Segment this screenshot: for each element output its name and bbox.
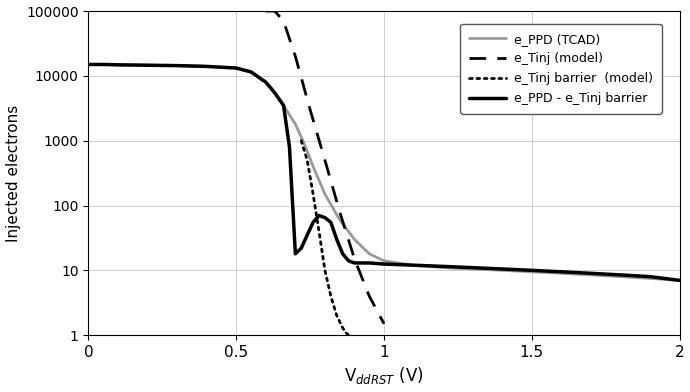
e_PPD (TCAD) — [646, 276, 654, 281]
Y-axis label: Injected electrons: Injected electrons — [6, 105, 21, 242]
e_PPD (TCAD) — [291, 122, 299, 127]
e_PPD (TCAD) — [351, 237, 359, 242]
e_PPD (TCAD) — [84, 62, 92, 67]
e_PPD (TCAD) — [114, 62, 122, 67]
e_Tinj (model) — [291, 54, 299, 59]
e_PPD - e_Tinj barrier — [309, 220, 317, 225]
e_Tinj barrier  (model) — [333, 313, 341, 318]
Line: e_Tinj (model): e_Tinj (model) — [266, 11, 384, 324]
e_PPD - e_Tinj barrier — [203, 64, 211, 69]
e_PPD - e_Tinj barrier — [528, 268, 536, 273]
X-axis label: V$_{ddRST}$ (V): V$_{ddRST}$ (V) — [344, 365, 424, 387]
e_PPD - e_Tinj barrier — [646, 274, 654, 279]
e_PPD - e_Tinj barrier — [297, 246, 306, 250]
e_PPD (TCAD) — [262, 80, 270, 85]
e_Tinj barrier  (model) — [342, 330, 350, 335]
e_Tinj (model) — [270, 9, 279, 13]
e_PPD - e_Tinj barrier — [99, 62, 108, 67]
e_PPD (TCAD) — [676, 278, 684, 283]
e_PPD - e_Tinj barrier — [173, 63, 181, 68]
e_Tinj barrier  (model) — [309, 192, 317, 196]
e_Tinj (model) — [279, 19, 288, 24]
e_Tinj (model) — [306, 107, 314, 112]
e_PPD (TCAD) — [616, 274, 624, 279]
e_PPD - e_Tinj barrier — [326, 220, 335, 225]
Legend: e_PPD (TCAD), e_Tinj (model), e_Tinj barrier  (model), e_PPD - e_Tinj barrier: e_PPD (TCAD), e_Tinj (model), e_Tinj bar… — [460, 24, 662, 114]
e_Tinj (model) — [321, 158, 329, 163]
e_PPD (TCAD) — [321, 192, 329, 196]
e_PPD - e_Tinj barrier — [315, 213, 323, 218]
e_PPD - e_Tinj barrier — [303, 233, 311, 238]
e_PPD - e_Tinj barrier — [469, 265, 477, 270]
e_PPD (TCAD) — [469, 267, 477, 271]
e_PPD (TCAD) — [300, 141, 308, 146]
e_Tinj (model) — [335, 209, 344, 214]
e_PPD (TCAD) — [558, 271, 566, 276]
e_Tinj (model) — [262, 9, 270, 13]
e_PPD (TCAD) — [247, 70, 255, 74]
e_Tinj barrier  (model) — [344, 333, 353, 338]
e_PPD - e_Tinj barrier — [321, 215, 329, 220]
e_PPD (TCAD) — [270, 91, 279, 95]
e_PPD - e_Tinj barrier — [344, 258, 353, 263]
e_PPD - e_Tinj barrier — [144, 63, 152, 67]
e_PPD (TCAD) — [439, 265, 447, 270]
e_PPD (TCAD) — [528, 269, 536, 274]
e_PPD - e_Tinj barrier — [616, 272, 624, 277]
e_PPD - e_Tinj barrier — [262, 80, 270, 85]
e_PPD (TCAD) — [232, 66, 240, 71]
e_PPD - e_Tinj barrier — [339, 251, 347, 256]
e_PPD - e_Tinj barrier — [351, 261, 359, 265]
e_PPD - e_Tinj barrier — [247, 70, 255, 74]
e_Tinj (model) — [365, 294, 373, 298]
e_PPD (TCAD) — [173, 63, 181, 68]
e_Tinj barrier  (model) — [339, 325, 347, 330]
e_Tinj barrier  (model) — [321, 268, 329, 273]
e_PPD - e_Tinj barrier — [270, 91, 279, 95]
e_Tinj (model) — [351, 257, 359, 261]
e_PPD - e_Tinj barrier — [439, 264, 447, 269]
e_Tinj barrier  (model) — [297, 138, 306, 143]
e_PPD (TCAD) — [380, 258, 388, 263]
e_PPD - e_Tinj barrier — [84, 62, 92, 67]
e_PPD - e_Tinj barrier — [232, 66, 240, 71]
e_Tinj (model) — [380, 321, 388, 326]
e_PPD (TCAD) — [498, 268, 506, 273]
e_PPD (TCAD) — [365, 251, 373, 256]
e_PPD (TCAD) — [144, 63, 152, 67]
e_PPD - e_Tinj barrier — [365, 261, 373, 265]
e_PPD (TCAD) — [586, 272, 595, 277]
e_PPD - e_Tinj barrier — [558, 269, 566, 274]
e_PPD (TCAD) — [409, 263, 417, 268]
e_PPD - e_Tinj barrier — [333, 237, 341, 242]
e_PPD (TCAD) — [309, 164, 317, 169]
e_PPD - e_Tinj barrier — [279, 103, 288, 108]
e_PPD - e_Tinj barrier — [286, 145, 294, 149]
e_PPD (TCAD) — [335, 218, 344, 222]
e_PPD - e_Tinj barrier — [586, 271, 595, 276]
e_Tinj barrier  (model) — [315, 229, 323, 234]
e_Tinj barrier  (model) — [303, 158, 311, 163]
e_PPD (TCAD) — [99, 62, 108, 67]
e_Tinj barrier  (model) — [326, 294, 335, 298]
e_PPD (TCAD) — [203, 64, 211, 69]
e_PPD - e_Tinj barrier — [380, 262, 388, 267]
e_PPD - e_Tinj barrier — [291, 251, 299, 256]
Line: e_Tinj barrier  (model): e_Tinj barrier (model) — [302, 141, 348, 335]
e_PPD - e_Tinj barrier — [114, 62, 122, 67]
e_PPD - e_Tinj barrier — [409, 263, 417, 268]
Line: e_PPD (TCAD): e_PPD (TCAD) — [88, 64, 680, 280]
Line: e_PPD - e_Tinj barrier: e_PPD - e_Tinj barrier — [88, 64, 680, 280]
e_PPD - e_Tinj barrier — [676, 278, 684, 283]
e_PPD - e_Tinj barrier — [498, 267, 506, 271]
e_PPD (TCAD) — [279, 103, 288, 108]
